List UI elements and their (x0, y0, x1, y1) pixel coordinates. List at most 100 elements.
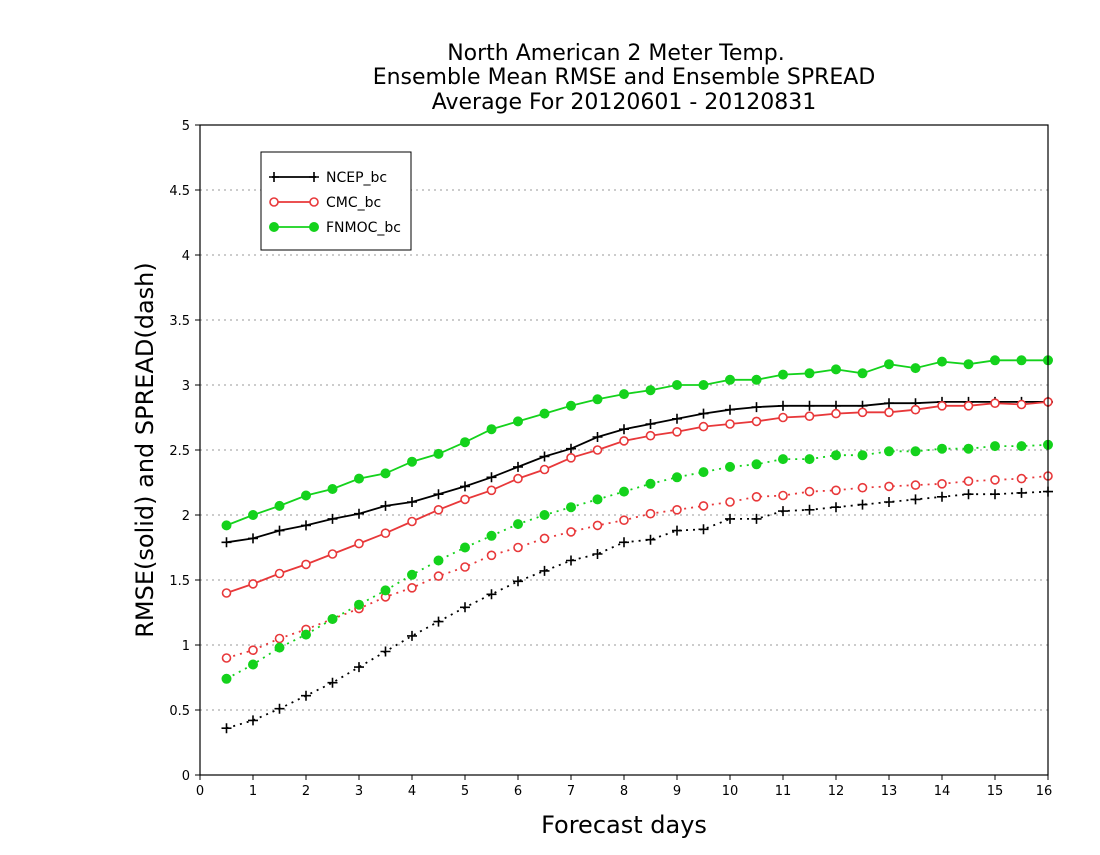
ncep-bc-spread-point (460, 602, 470, 613)
cmc-bc-rmse-point (248, 579, 258, 589)
fnmoc-bc-spread-point (910, 446, 921, 457)
cmc-bc-rmse-point (698, 421, 709, 432)
cmc-bc-spread-point (804, 486, 815, 497)
cmc-bc-rmse-point (380, 528, 391, 539)
cmc-bc-spread-point (778, 490, 788, 501)
x-tick-label: 14 (934, 784, 951, 799)
fnmoc-bc-spread-point (433, 555, 444, 566)
fnmoc-bc-rmse-point (990, 355, 1000, 366)
cmc-bc-spread-point (513, 542, 523, 553)
cmc-bc-spread-point (937, 478, 947, 489)
plot-frame (199, 124, 1049, 776)
cmc-bc-rmse-point (460, 494, 470, 505)
ncep-bc-spread-point (354, 662, 364, 673)
fnmoc-bc-rmse-point (354, 473, 364, 484)
legend-marker-fnmoc-bc (269, 222, 279, 232)
ncep-bc-rmse-point (778, 400, 788, 411)
fnmoc-bc-rmse-point (751, 374, 762, 385)
legend-label-cmc-bc: CMC_bc (326, 195, 381, 211)
x-tick-label: 3 (355, 784, 363, 799)
cmc-bc-rmse-point (327, 549, 338, 559)
fnmoc-bc-spread-point (566, 502, 576, 513)
fnmoc-bc-rmse-point (698, 380, 709, 390)
fnmoc-bc-rmse-point (672, 380, 682, 390)
ncep-bc-rmse-point (274, 525, 285, 536)
axis-ticks: 00.511.522.533.544.550 1 2 3 4 5 6 7 8 9 10 11 12 13 1… (169, 119, 1052, 799)
cmc-bc-rmse-point (407, 516, 417, 527)
ncep-bc-rmse-point (592, 432, 603, 442)
fnmoc-bc-rmse-point (910, 363, 921, 374)
x-tick-label: 1 (249, 784, 257, 799)
fnmoc-bc-rmse-point (433, 448, 444, 459)
ncep-bc-spread-point (831, 502, 841, 513)
fnmoc-bc-rmse-point (221, 520, 232, 531)
fnmoc-bc-rmse-point (592, 394, 603, 405)
chart-title-line-1: North American 2 Meter Temp. (447, 41, 785, 66)
plot-series (221, 355, 1053, 734)
cmc-bc-rmse-point (725, 419, 735, 429)
cmc-bc-spread-point (910, 480, 921, 490)
cmc-bc-rmse-point (221, 588, 232, 598)
legend-label-fnmoc-bc: FNMOC_bc (326, 220, 401, 236)
ncep-bc-rmse-point (725, 404, 735, 415)
y-tick-label: 4 (182, 249, 190, 264)
x-tick-label: 6 (514, 784, 522, 799)
cmc-bc-spread-point (672, 504, 682, 515)
fnmoc-bc-rmse-point (460, 437, 470, 448)
fnmoc-bc-spread-point (380, 585, 391, 596)
cmc-bc-rmse-point (539, 464, 550, 475)
cmc-bc-spread-point (698, 501, 709, 511)
cmc-bc-spread-point (592, 520, 603, 531)
cmc-bc-spread-point (566, 527, 576, 537)
ncep-bc-rmse-point (539, 451, 550, 462)
cmc-bc-rmse-point (990, 398, 1000, 409)
ncep-bc-spread-point (778, 506, 788, 517)
y-tick-label: 0 (182, 769, 190, 784)
fnmoc-bc-spread-point (354, 599, 364, 610)
fnmoc-bc-spread-point (327, 614, 338, 624)
ncep-bc-spread-point (672, 525, 682, 536)
ncep-bc-rmse-point (354, 508, 364, 519)
fnmoc-bc-rmse-point (884, 359, 894, 370)
ncep-bc-spread-point (539, 565, 550, 576)
cmc-bc-rmse-point (910, 404, 921, 415)
cmc-bc-spread-point (645, 508, 656, 519)
cmc-bc-rmse-point (937, 400, 947, 411)
ncep-bc-rmse-point (884, 398, 894, 409)
legend-marker-ncep-bc (269, 172, 279, 182)
fnmoc-bc-spread-point (884, 446, 894, 457)
cmc-bc-spread-point (407, 582, 417, 593)
cmc-bc-rmse-point (592, 445, 603, 455)
fnmoc-bc-spread-point (778, 454, 788, 465)
cmc-bc-spread-point (274, 633, 285, 644)
legend: NCEP_bc CMC_bc FNMOC_bc (260, 151, 412, 251)
fnmoc-bc-rmse-point (645, 385, 656, 396)
y-tick-label: 2.5 (169, 444, 190, 459)
ncep-bc-spread-point (645, 534, 656, 545)
ncep-bc-spread-point (698, 524, 709, 535)
fnmoc-bc-rmse-point (407, 456, 417, 467)
fnmoc-bc-spread-point (725, 461, 735, 472)
fnmoc-bc-rmse-point (1016, 355, 1027, 366)
cmc-bc-rmse-point (619, 436, 629, 446)
fnmoc-bc-rmse-line (226, 359, 1048, 527)
fnmoc-bc-rmse-point (274, 500, 285, 511)
cmc-bc-rmse-point (963, 400, 974, 411)
fnmoc-bc-rmse-point (486, 424, 497, 435)
ncep-bc-spread-point (248, 715, 258, 726)
ncep-bc-spread-point (513, 576, 523, 587)
fnmoc-bc-spread-point (963, 443, 974, 454)
ncep-bc-rmse-point (327, 513, 338, 524)
series-fnmoc-bc (221, 355, 1053, 684)
ncep-bc-spread-point (592, 549, 603, 559)
fnmoc-bc-rmse-point (248, 510, 258, 520)
legend-marker-fnmoc-bc (309, 222, 319, 232)
cmc-bc-rmse-point (486, 485, 497, 496)
fnmoc-bc-rmse-point (301, 490, 311, 501)
y-tick-label: 3 (182, 379, 190, 394)
ncep-bc-rmse-point (619, 424, 629, 435)
fnmoc-bc-spread-point (460, 542, 470, 553)
x-tick-label: 2 (302, 784, 310, 799)
